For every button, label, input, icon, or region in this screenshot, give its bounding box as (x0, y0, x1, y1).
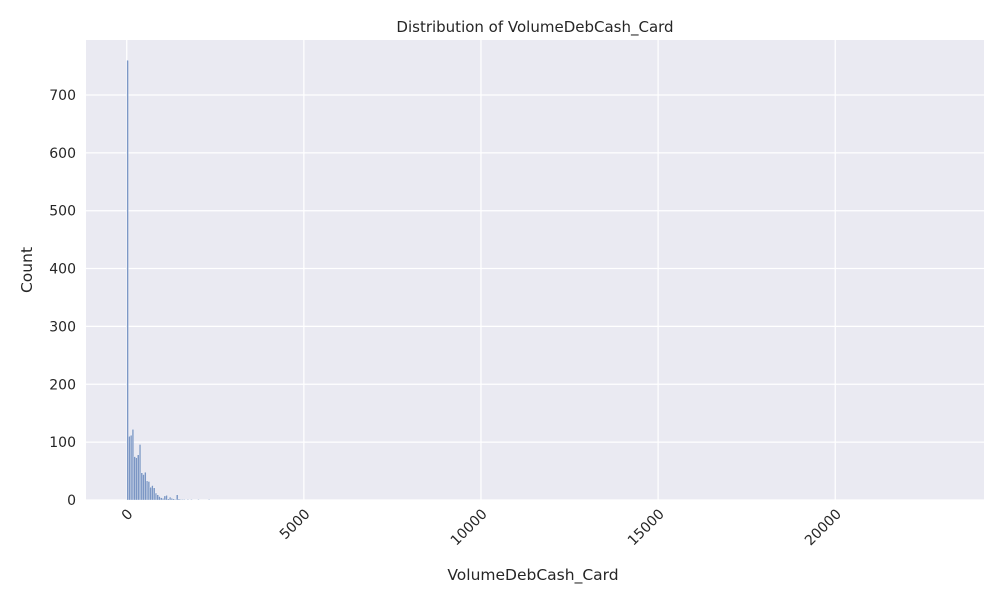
x-tick-label: 10000 (448, 506, 491, 549)
y-tick-label: 600 (49, 146, 76, 162)
histogram-bar (169, 496, 172, 501)
y-tick-label: 100 (49, 435, 76, 451)
histogram-bar (140, 472, 143, 501)
y-tick-label: 400 (49, 262, 76, 278)
y-tick-label: 500 (49, 204, 76, 220)
histogram-bar (149, 487, 152, 501)
histogram-bar (151, 485, 154, 501)
chart-title: Distribution of VolumeDebCash_Card (396, 18, 673, 37)
histogram-bar (130, 435, 133, 501)
histogram-bar (167, 498, 170, 501)
x-tick-label: 15000 (625, 506, 668, 549)
histogram-bar (131, 429, 134, 501)
histogram-bar (172, 498, 175, 501)
histogram-bar (137, 454, 140, 501)
y-tick-label: 0 (67, 493, 76, 509)
x-axis-label: VolumeDebCash_Card (447, 566, 618, 585)
histogram-bar (183, 499, 186, 501)
histogram-bar (153, 487, 156, 501)
histogram-bar (146, 480, 149, 501)
histogram-bar (154, 492, 157, 501)
y-tick-label: 200 (49, 377, 76, 393)
histogram-bar (163, 495, 166, 501)
x-tick-label: 5000 (277, 506, 314, 543)
histogram-bar (181, 499, 184, 501)
histogram-bar (174, 499, 177, 501)
y-axis-label: Count (18, 247, 36, 293)
histogram-bar (177, 498, 181, 501)
histogram-bar (190, 499, 193, 501)
histogram-bar (170, 498, 173, 501)
histogram-bar (165, 495, 168, 501)
histogram-bar (147, 481, 150, 501)
y-axis-ticks: 0 100 200 300 400 500 600 700 (49, 88, 76, 509)
x-axis-ticks: 0 5000 10000 15000 20000 (119, 506, 845, 549)
histogram-bar (156, 494, 159, 501)
histogram-bar (176, 494, 179, 501)
histogram-bar (135, 457, 138, 501)
histogram-bar (138, 444, 142, 501)
y-tick-label: 300 (49, 319, 76, 335)
histogram-bar (197, 499, 200, 501)
histogram-bar (186, 499, 189, 501)
plot-area (86, 40, 984, 500)
histogram-bar (208, 499, 211, 501)
x-tick-label: 0 (119, 506, 137, 524)
histogram-bar (179, 499, 182, 501)
histogram-bar (160, 497, 163, 501)
histogram-bar (162, 498, 165, 501)
histogram-bar (126, 60, 129, 501)
histogram-bar (128, 436, 131, 501)
histogram-bar (133, 456, 136, 501)
histogram-bar (158, 496, 161, 501)
histogram-bar (142, 474, 145, 501)
y-tick-label: 700 (49, 88, 76, 104)
histogram-bar (144, 472, 147, 501)
histogram-bars (126, 60, 211, 501)
x-tick-label: 20000 (802, 506, 845, 549)
gridlines (86, 40, 984, 501)
